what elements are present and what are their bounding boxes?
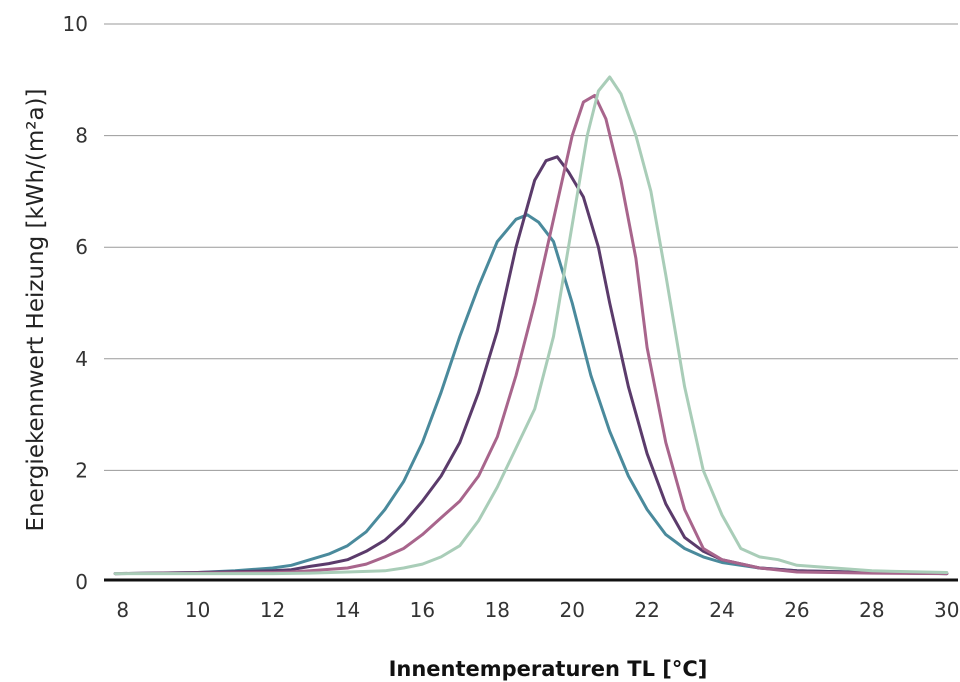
x-tick-label: 24 — [709, 598, 734, 622]
y-tick-label: 2 — [75, 458, 88, 482]
x-tick-label: 12 — [260, 598, 285, 622]
x-tick-label: 8 — [116, 598, 129, 622]
x-tick-label: 22 — [634, 598, 659, 622]
y-axis-title: Energiekennwert Heizung [kWh/(m²a)] — [23, 89, 49, 532]
x-tick-label: 26 — [784, 598, 809, 622]
x-tick-label: 28 — [859, 598, 884, 622]
series-line-4 — [113, 75, 949, 576]
y-tick-label: 4 — [75, 347, 88, 371]
series-line-3 — [113, 93, 949, 576]
x-axis-title: Innentemperaturen TL [°C] — [389, 657, 708, 681]
y-tick-label: 0 — [75, 570, 88, 594]
x-tick-label: 16 — [410, 598, 435, 622]
y-tick-label: 10 — [63, 12, 88, 36]
x-tick-label: 14 — [335, 598, 360, 622]
x-tick-label: 20 — [559, 598, 584, 622]
y-tick-label: 6 — [75, 235, 88, 259]
x-tick-label: 30 — [934, 598, 959, 622]
series-line-1 — [113, 213, 949, 576]
x-tick-label: 10 — [185, 598, 210, 622]
x-tick-label: 18 — [485, 598, 510, 622]
y-tick-label: 8 — [75, 124, 88, 148]
series-line-2 — [113, 155, 949, 576]
